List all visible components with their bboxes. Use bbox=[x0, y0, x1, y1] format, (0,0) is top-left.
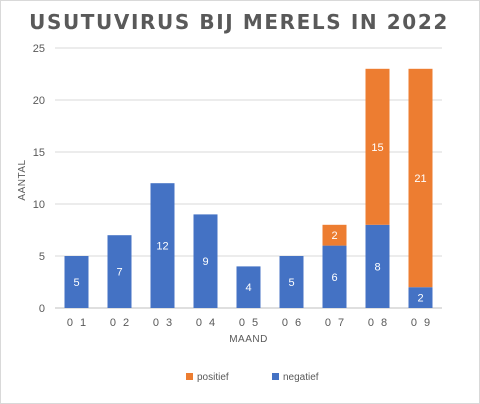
data-label-negatief: 4 bbox=[245, 282, 251, 294]
y-tick-label: 25 bbox=[33, 43, 45, 55]
bar-negatief bbox=[107, 235, 132, 308]
data-label-negatief: 7 bbox=[116, 267, 122, 279]
chart-title: USUTUVIRUS BIJ MERELS IN 2022 bbox=[29, 10, 449, 34]
x-axis-title: MAAND bbox=[229, 334, 268, 345]
bar-negatief bbox=[408, 287, 433, 308]
bars bbox=[64, 68, 433, 308]
data-label-negatief: 8 bbox=[374, 261, 380, 273]
bar-negatief bbox=[193, 214, 218, 308]
bar-positief bbox=[408, 68, 433, 288]
data-label-negatief: 6 bbox=[331, 272, 337, 284]
y-tick-label: 20 bbox=[33, 95, 45, 107]
bar-negatief bbox=[322, 245, 347, 308]
legend-label-negatief: negatief bbox=[283, 372, 319, 383]
bar-negatief bbox=[150, 183, 175, 308]
data-label-negatief: 5 bbox=[73, 277, 79, 289]
x-tick-label: 0 8 bbox=[368, 317, 389, 329]
x-tick-label: 0 6 bbox=[282, 317, 303, 329]
bar-positief bbox=[322, 224, 347, 246]
bar-negatief bbox=[365, 224, 390, 308]
data-label-positief: 21 bbox=[414, 173, 426, 185]
bar-negatief bbox=[236, 266, 261, 308]
data-label-positief: 2 bbox=[331, 230, 337, 242]
y-axis-title: AANTAL bbox=[17, 159, 28, 200]
y-tick-label: 15 bbox=[33, 147, 45, 159]
bar-negatief bbox=[279, 256, 304, 308]
y-tick-label: 5 bbox=[39, 251, 45, 263]
data-label-negatief: 12 bbox=[156, 241, 168, 253]
x-tick-label: 0 3 bbox=[153, 317, 174, 329]
x-tick-label: 0 9 bbox=[411, 317, 432, 329]
legend-swatch-negatief bbox=[272, 373, 279, 380]
data-label-negatief: 5 bbox=[288, 277, 294, 289]
data-label-positief: 15 bbox=[371, 142, 383, 154]
x-tick-label: 0 1 bbox=[67, 317, 88, 329]
y-tick-label: 10 bbox=[33, 199, 45, 211]
bar-positief bbox=[365, 68, 390, 225]
y-axis-ticks: 0 5 10 15 20 25 bbox=[33, 43, 45, 315]
legend-label-positief: positief bbox=[197, 372, 229, 383]
x-axis-ticks: 0 1 0 2 0 3 0 4 0 5 0 6 0 7 0 8 0 9 bbox=[67, 317, 432, 329]
legend: positief negatief bbox=[186, 372, 319, 383]
data-label-negatief: 2 bbox=[417, 293, 423, 305]
bar-negatief bbox=[64, 256, 89, 308]
x-tick-label: 0 7 bbox=[325, 317, 346, 329]
data-label-negatief: 9 bbox=[202, 256, 208, 268]
x-tick-label: 0 4 bbox=[196, 317, 217, 329]
x-tick-label: 0 5 bbox=[239, 317, 260, 329]
x-tick-label: 0 2 bbox=[110, 317, 131, 329]
legend-swatch-positief bbox=[186, 373, 193, 380]
y-tick-label: 0 bbox=[39, 303, 45, 315]
